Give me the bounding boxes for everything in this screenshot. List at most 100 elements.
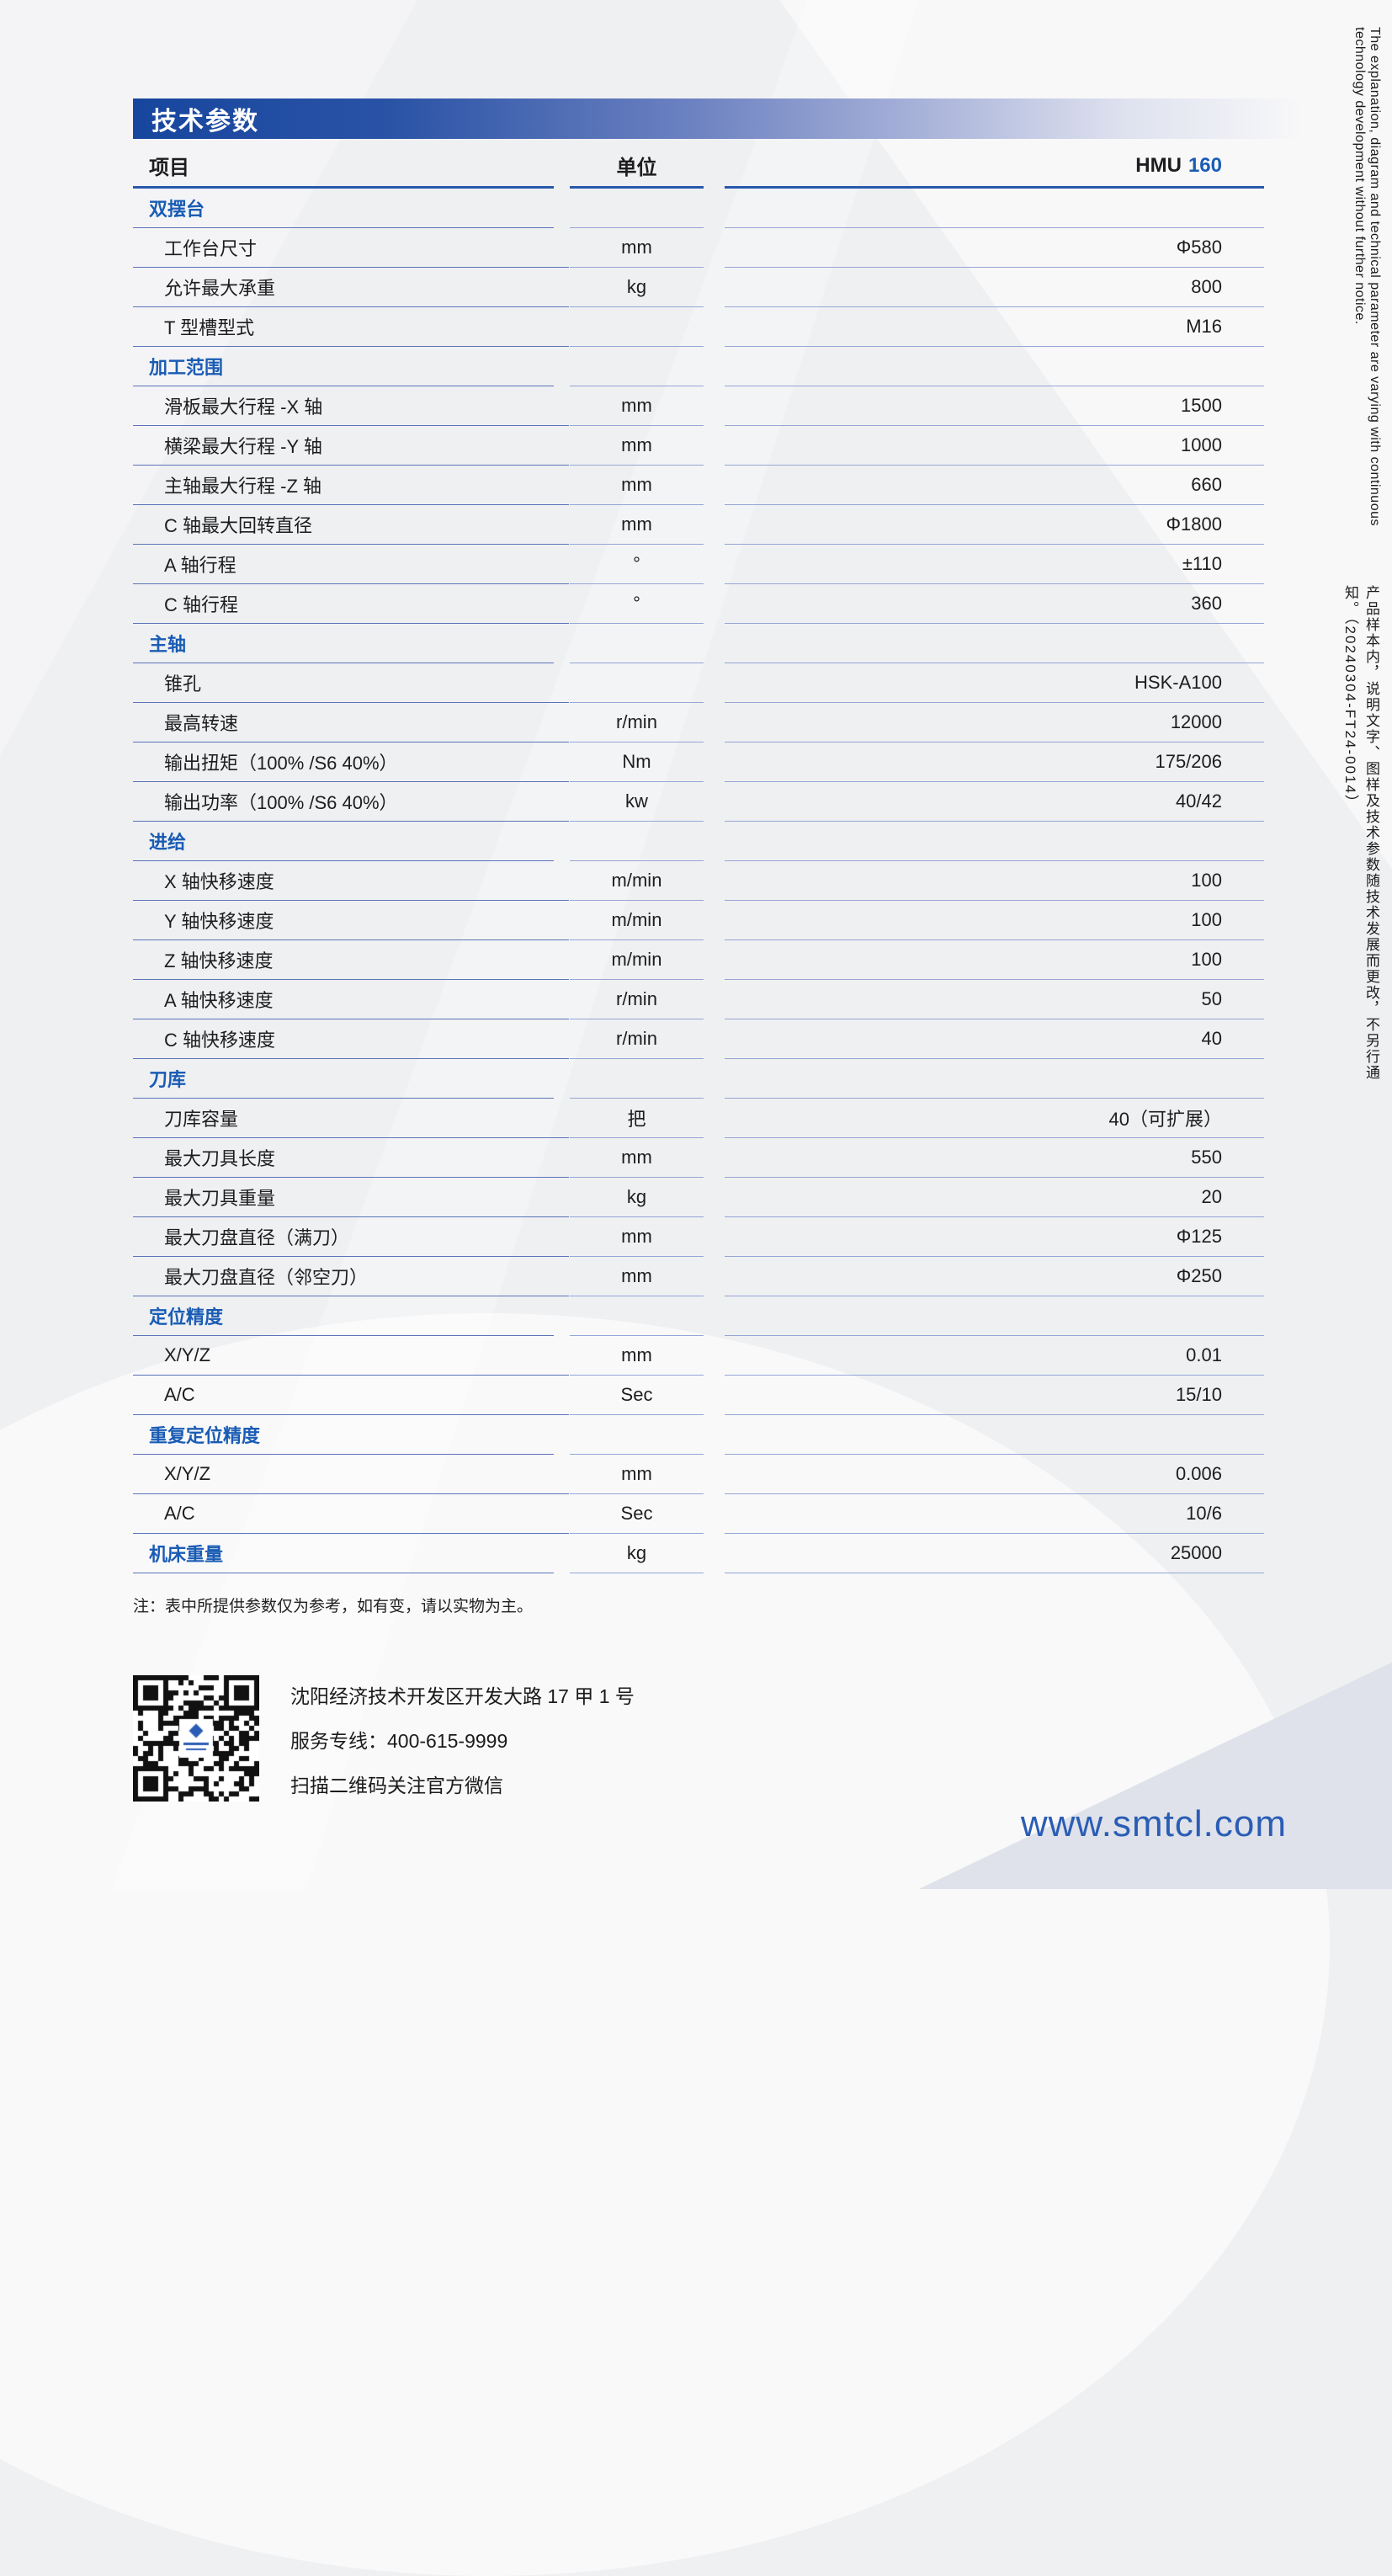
row-gap [704,624,725,663]
row-value [725,1415,1264,1455]
row-unit: ° [570,584,704,624]
row-unit: mm [570,426,704,466]
table-row: 最高转速 r/min 12000 [133,703,1264,742]
table-row: 刀库容量把 40（可扩展） [133,1099,1264,1138]
row-value: 1000 [725,426,1264,466]
table-row: 主轴最大行程 -Z 轴 mm 660 [133,466,1264,505]
row-unit [570,1296,704,1336]
row-gap [704,901,725,940]
row-item: 刀库 [133,1059,554,1099]
table-row: 锥孔 HSK-A100 [133,663,1264,703]
row-unit [570,1059,704,1099]
row-value: 15/10 [725,1376,1264,1415]
footer-address: 沈阳经济技术开发区开发大路 17 甲 1 号 [290,1685,635,1707]
table-row: 输出扭矩（100% /S6 40%） Nm 175/206 [133,742,1264,782]
table-section-row: 刀库 [133,1059,1264,1099]
row-item: 刀库容量 [133,1099,569,1138]
row-gap [538,1059,570,1099]
row-gap [704,426,725,466]
row-value [725,347,1264,386]
row-item: 最大刀具重量 [133,1178,569,1217]
row-gap [538,1099,570,1138]
table-row: 输出功率（100% /S6 40%） kw 40/42 [133,782,1264,822]
row-item: 重复定位精度 [133,1415,554,1455]
row-item: 输出扭矩（100% /S6 40%） [133,742,569,782]
table-row: 工作台尺寸 mm Φ580 [133,228,1264,268]
model-prefix: HMU [1135,153,1182,177]
table-section-row: 机床重量 kg 25000 [133,1534,1264,1573]
row-gap [704,545,725,584]
row-gap [704,1415,725,1455]
row-gap [704,466,725,505]
row-gap [538,663,570,703]
row-value [725,822,1264,861]
row-item: Y 轴快移速度 [133,901,569,940]
row-value: 800 [725,268,1264,307]
table-row: A 轴行程 ° ±110 [133,545,1264,584]
row-item: C 轴最大回转直径 [133,505,569,545]
row-item: T 型槽型式 [133,307,569,347]
table-row: 滑板最大行程 -X 轴 mm 1500 [133,386,1264,426]
header-unit: 单位 [570,145,704,189]
row-value: 40/42 [725,782,1264,822]
row-gap [538,1376,570,1415]
row-gap [538,901,570,940]
website-url: www.smtcl.com [1020,1803,1287,1844]
row-gap [538,1534,570,1573]
row-item: 横梁最大行程 -Y 轴 [133,426,569,466]
row-gap [704,1455,725,1494]
table-row: 横梁最大行程 -Y 轴 mm 1000 [133,426,1264,466]
row-gap [538,1415,570,1455]
row-item: 最大刀盘直径（邻空刀） [133,1257,569,1296]
row-unit: kg [570,1178,704,1217]
table-section-row: 重复定位精度 [133,1415,1264,1455]
row-value [725,1296,1264,1336]
row-unit: mm [570,1257,704,1296]
qr-code [133,1675,259,1802]
row-unit [570,307,704,347]
row-gap [704,742,725,782]
row-unit [570,1415,704,1455]
row-unit: mm [570,1455,704,1494]
row-gap [704,228,725,268]
table-row: 最大刀盘直径（邻空刀） mm Φ250 [133,1257,1264,1296]
row-item: C 轴行程 [133,584,569,624]
table-section-row: 定位精度 [133,1296,1264,1336]
row-unit: m/min [570,861,704,901]
row-gap [538,347,570,386]
footer-hotline: 服务专线：400-615-9999 [290,1730,508,1752]
row-gap [538,228,570,268]
row-gap [704,268,725,307]
row-value: 20 [725,1178,1264,1217]
row-gap [704,663,725,703]
row-gap [704,861,725,901]
row-gap [538,307,570,347]
row-unit: r/min [570,980,704,1019]
row-value: 12000 [725,703,1264,742]
row-gap [704,782,725,822]
header-item: 项目 [133,145,554,189]
row-item: A/C [133,1494,569,1534]
row-gap [704,1494,725,1534]
row-item: 锥孔 [133,663,569,703]
table-row: 最大刀具长度 mm 550 [133,1138,1264,1178]
row-gap [704,1099,725,1138]
row-gap [538,1178,570,1217]
row-unit [570,624,704,663]
row-value: 40（可扩展） [725,1099,1264,1138]
row-unit: ° [570,545,704,584]
row-gap [538,1257,570,1296]
table-row: A/C Sec 15/10 [133,1376,1264,1415]
row-value: Φ125 [725,1217,1264,1257]
row-value: 660 [725,466,1264,505]
row-gap [704,347,725,386]
row-value: 175/206 [725,742,1264,782]
row-value: Φ250 [725,1257,1264,1296]
row-gap [704,1138,725,1178]
row-item: Z 轴快移速度 [133,940,569,980]
row-unit: kg [570,268,704,307]
row-gap [704,1257,725,1296]
row-value: HSK-A100 [725,663,1264,703]
row-value [725,189,1264,228]
row-gap [704,307,725,347]
